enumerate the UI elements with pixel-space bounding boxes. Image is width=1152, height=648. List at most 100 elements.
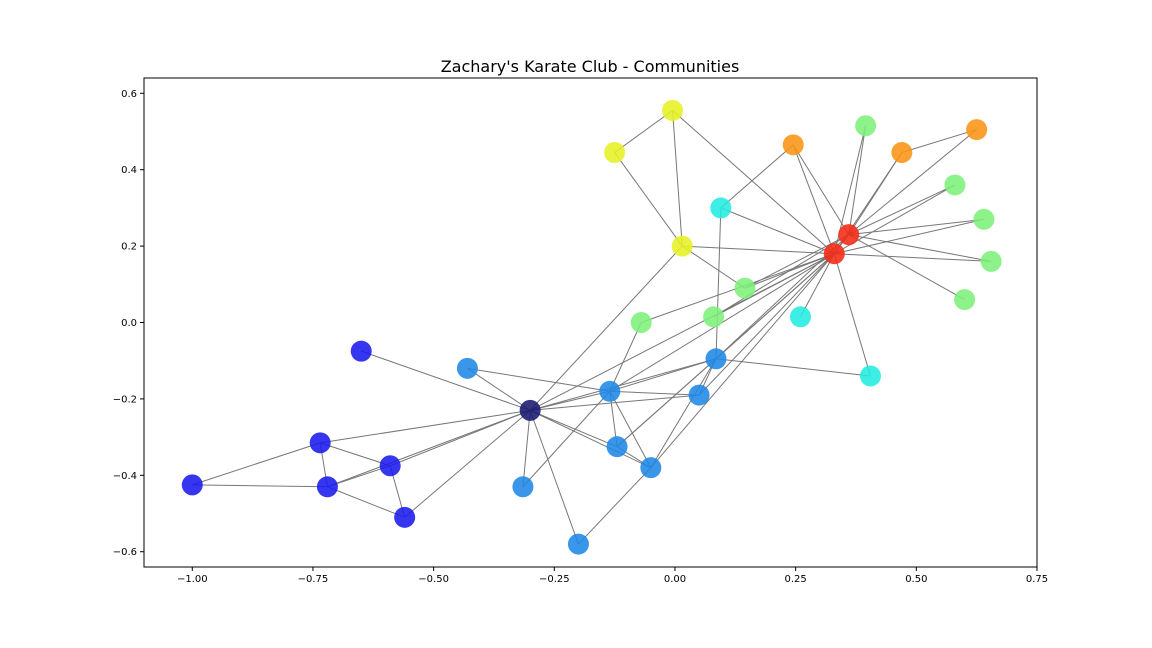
node-point: [838, 224, 860, 246]
y-tick-label: −0.2: [113, 394, 137, 405]
node-point: [954, 289, 976, 311]
edge-line: [609, 391, 652, 468]
node-point: [823, 243, 845, 265]
node-point: [519, 399, 541, 421]
y-tick-label: 0.2: [121, 242, 137, 253]
node-point: [703, 306, 725, 328]
node-point: [512, 476, 534, 498]
edge-line: [800, 253, 835, 318]
edge-line: [682, 245, 835, 255]
edge-line: [529, 409, 652, 469]
node-point: [705, 348, 727, 370]
node-point: [640, 457, 662, 479]
edge-line: [672, 110, 683, 247]
y-tick-label: 0.4: [121, 165, 137, 176]
edge-line: [720, 144, 794, 209]
edge-line: [327, 486, 405, 518]
edge-line: [530, 358, 717, 411]
edge-line: [681, 245, 746, 289]
node-point: [944, 174, 966, 196]
node-point: [379, 455, 401, 477]
node-point: [734, 277, 756, 299]
edge-line: [404, 409, 531, 518]
edge-line: [522, 410, 531, 487]
edge-line: [792, 144, 850, 235]
node-point: [980, 250, 1002, 272]
edge-line: [327, 409, 531, 488]
edge-line: [848, 125, 867, 235]
edge-line: [529, 409, 618, 448]
edge-line: [522, 390, 611, 488]
edge-line: [467, 367, 531, 411]
node-point: [394, 506, 416, 528]
edge-line: [361, 350, 531, 411]
node-point: [309, 432, 331, 454]
edge-line: [672, 110, 835, 255]
node-point: [181, 474, 203, 496]
node-point: [671, 235, 693, 257]
x-tick-label: −0.25: [539, 574, 570, 585]
node-point: [688, 384, 710, 406]
edge-line: [614, 152, 683, 247]
edge-line: [614, 110, 673, 153]
y-tick-label: 0.0: [121, 318, 137, 329]
node-point: [630, 312, 652, 333]
x-tick-label: 0.25: [785, 574, 807, 585]
x-tick-label: −0.50: [418, 574, 449, 585]
x-tick-label: 0.75: [1026, 574, 1048, 585]
node-point: [966, 119, 988, 141]
edge-line: [848, 218, 984, 236]
edge-line: [609, 390, 700, 396]
node-point: [456, 357, 478, 379]
edge-line: [698, 253, 835, 396]
edge-line: [834, 218, 985, 255]
edge-line: [609, 322, 642, 392]
edge-line: [848, 234, 992, 262]
edge-line: [327, 465, 391, 488]
node-point: [316, 476, 338, 498]
y-tick-label: 0.6: [121, 89, 137, 100]
node-point: [973, 208, 995, 230]
node-point: [604, 141, 626, 163]
edge-line: [834, 253, 992, 262]
edge-line: [578, 467, 652, 545]
nodes-layer: [181, 99, 1002, 555]
y-tick-label: −0.4: [113, 471, 137, 482]
edge-line: [848, 129, 977, 236]
x-tick-label: 0.50: [905, 574, 927, 585]
edge-line: [192, 484, 328, 488]
node-point: [891, 141, 913, 163]
edge-line: [720, 207, 835, 255]
node-point: [599, 380, 621, 402]
edge-line: [609, 358, 717, 392]
node-point: [710, 197, 732, 219]
node-point: [606, 436, 628, 458]
y-tick-label: −0.6: [113, 547, 137, 558]
edge-line: [192, 442, 321, 486]
edge-line: [792, 144, 835, 254]
node-point: [855, 115, 877, 137]
node-point: [859, 365, 881, 387]
node-point: [567, 533, 589, 555]
x-tick-label: 0.00: [664, 574, 686, 585]
node-point: [782, 134, 804, 156]
edge-line: [650, 253, 835, 468]
edge-line: [848, 184, 956, 236]
edge-line: [530, 394, 700, 411]
node-point: [350, 340, 372, 362]
x-tick-label: −0.75: [298, 574, 329, 585]
x-tick-label: −1.00: [177, 574, 208, 585]
chart-title: Zachary's Karate Club - Communities: [441, 57, 740, 76]
edge-line: [467, 367, 610, 392]
edge-line: [650, 358, 717, 468]
x-axis: −1.00 −0.75 −0.50 −0.25 0.00 0.25 0.50 0.75: [177, 567, 1048, 585]
edge-line: [616, 253, 835, 448]
edge-line: [901, 129, 977, 153]
edge-line: [715, 207, 722, 359]
y-axis: −0.6 −0.4 −0.2 0.0 0.2 0.4 0.6: [113, 89, 144, 558]
edge-line: [320, 442, 391, 467]
edge-line: [713, 253, 835, 318]
edge-line: [833, 253, 871, 377]
node-point: [789, 306, 811, 328]
